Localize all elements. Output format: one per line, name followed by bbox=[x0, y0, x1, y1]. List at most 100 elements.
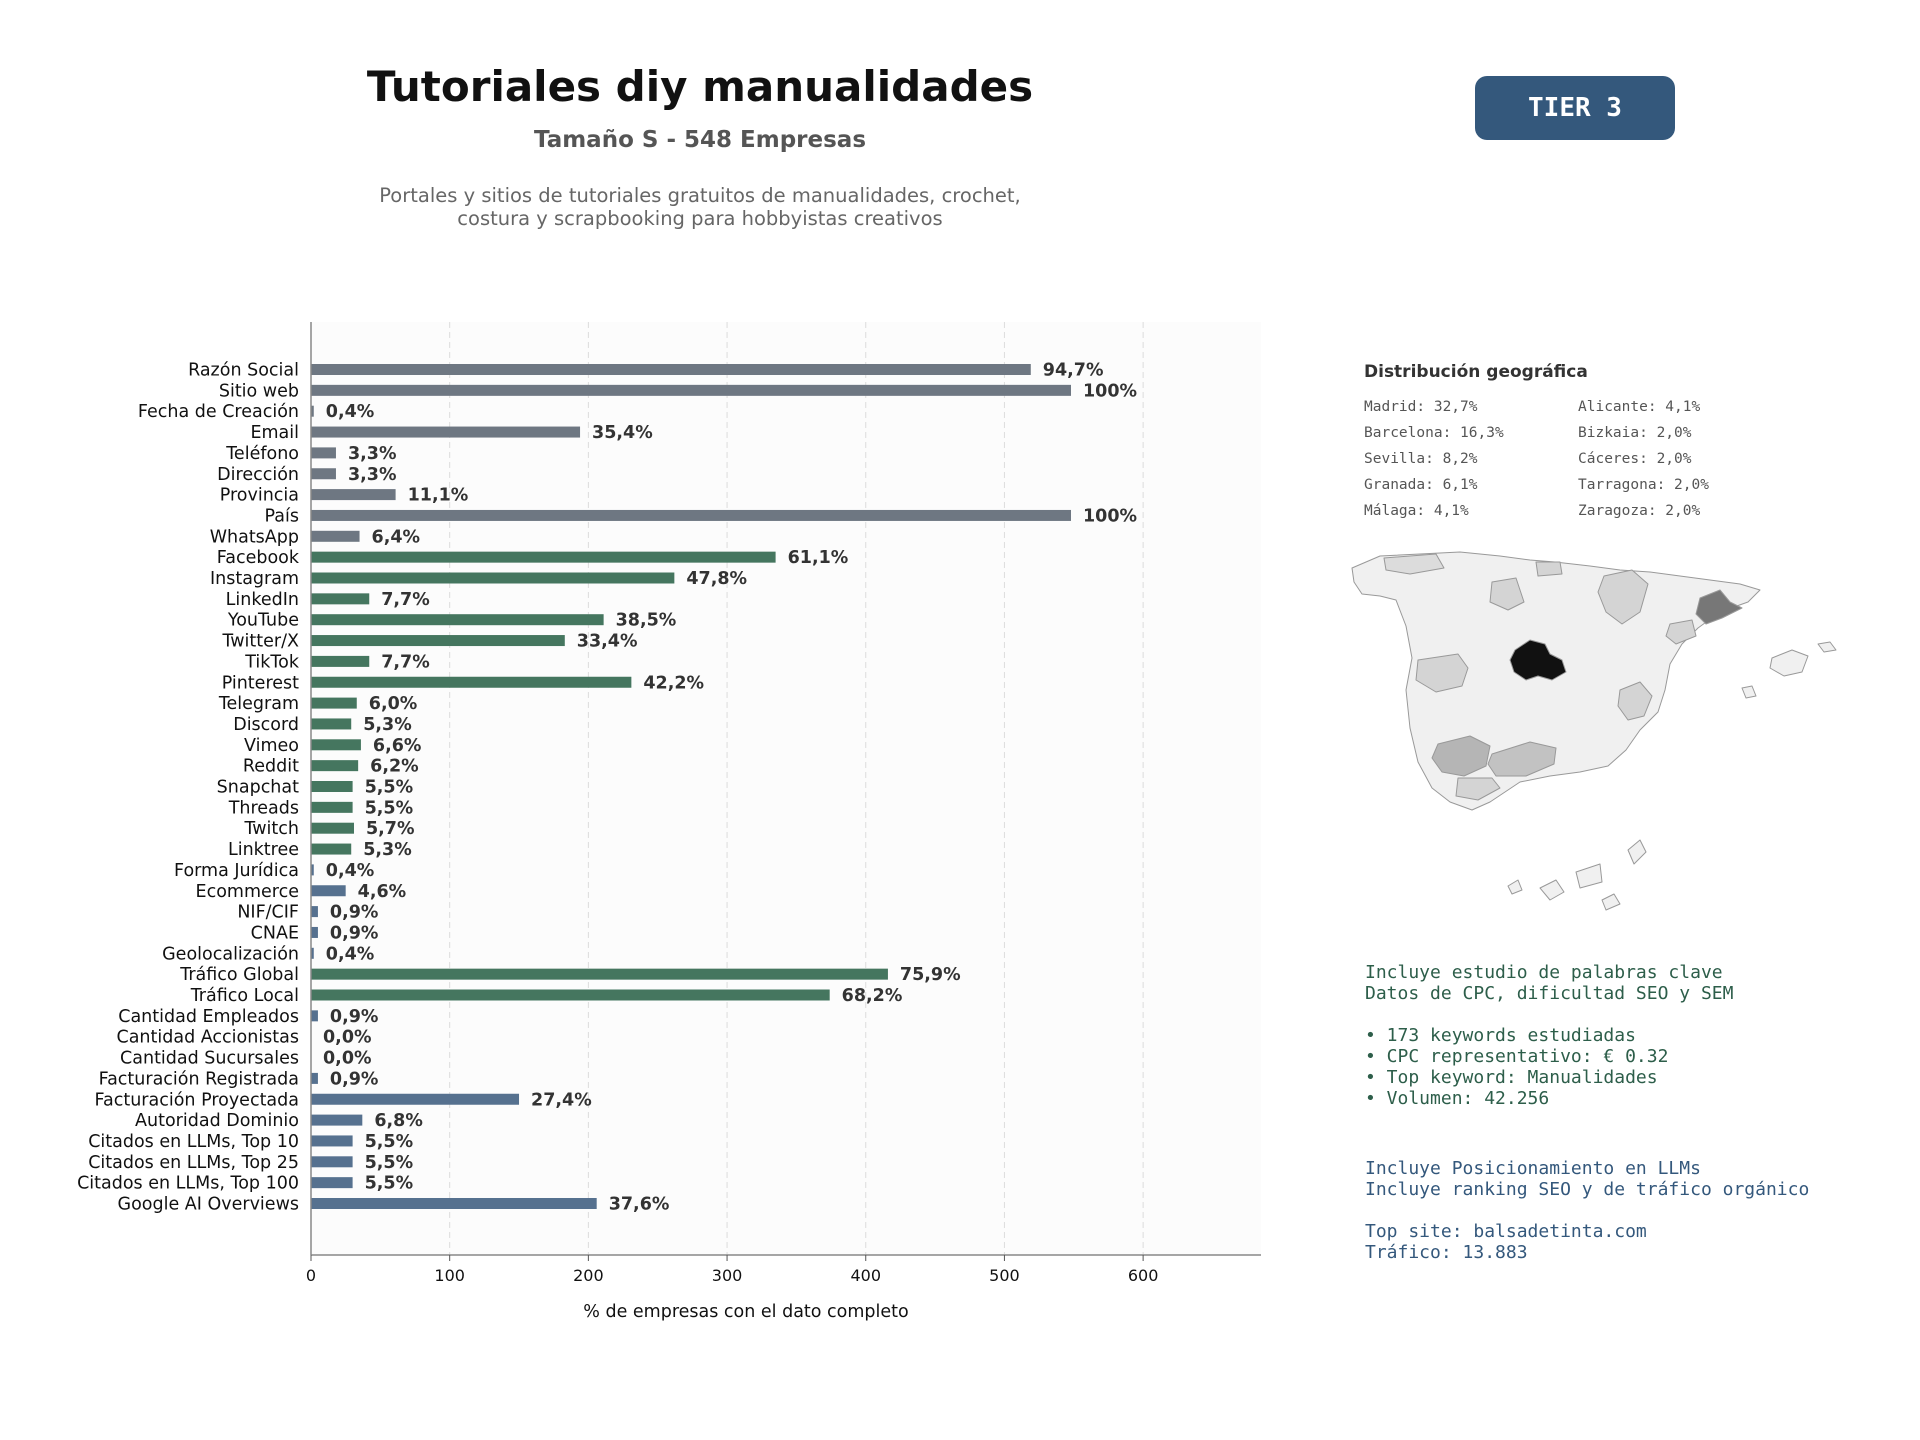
x-tick-label: 0 bbox=[306, 1266, 316, 1285]
data-label: 0,9% bbox=[330, 923, 379, 943]
x-axis-label: % de empresas con el dato completo bbox=[583, 1302, 908, 1322]
data-label: 0,9% bbox=[330, 1007, 379, 1027]
spain-map bbox=[1351, 551, 1837, 911]
geo-entry: Barcelona: 16,3% bbox=[1364, 425, 1504, 441]
geo-entry: Alicante: 4,1% bbox=[1578, 399, 1701, 415]
category-label: Facturación Registrada bbox=[99, 1069, 299, 1089]
category-label: Citados en LLMs, Top 100 bbox=[77, 1174, 299, 1194]
bar bbox=[311, 384, 1071, 396]
map-granada bbox=[1487, 741, 1557, 777]
bar bbox=[311, 551, 776, 563]
category-label: Pinterest bbox=[222, 673, 299, 693]
bar bbox=[311, 614, 604, 626]
data-label: 11,1% bbox=[408, 486, 469, 506]
map-valladolid bbox=[1489, 577, 1525, 611]
bar bbox=[311, 822, 354, 834]
data-label: 5,5% bbox=[365, 798, 414, 818]
data-label: 94,7% bbox=[1043, 361, 1104, 381]
category-label: Cantidad Accionistas bbox=[116, 1028, 299, 1048]
tier-badge: TIER 3 bbox=[1475, 76, 1675, 140]
bar bbox=[311, 781, 353, 792]
data-label: 38,5% bbox=[616, 611, 677, 631]
map-menorca bbox=[1817, 641, 1837, 653]
chart-description: Portales y sitios de tutoriales gratuito… bbox=[250, 184, 1150, 230]
category-label: Citados en LLMs, Top 10 bbox=[88, 1132, 299, 1152]
category-label: Google AI Overviews bbox=[118, 1195, 299, 1215]
category-label: Ecommerce bbox=[196, 882, 299, 902]
category-label: Instagram bbox=[210, 569, 299, 589]
data-label: 0,9% bbox=[330, 1069, 379, 1089]
bar bbox=[311, 405, 314, 417]
llm-line bbox=[1365, 1200, 1809, 1221]
map-canarias-2 bbox=[1575, 863, 1603, 889]
category-label: Sitio web bbox=[219, 381, 299, 401]
category-label: Cantidad Empleados bbox=[118, 1007, 299, 1027]
geo-entry: Bizkaia: 2,0% bbox=[1578, 425, 1692, 441]
map-canarias-1 bbox=[1539, 879, 1565, 901]
category-label: Reddit bbox=[243, 757, 299, 777]
data-label: 0,4% bbox=[326, 861, 375, 881]
bar bbox=[311, 718, 352, 730]
category-label: Provincia bbox=[220, 486, 299, 506]
data-label: 0,9% bbox=[330, 903, 379, 923]
bar bbox=[311, 885, 346, 897]
category-label: Tráfico Local bbox=[190, 986, 299, 1006]
bar bbox=[311, 947, 314, 959]
category-label: Twitch bbox=[243, 819, 299, 839]
category-label: Fecha de Creación bbox=[138, 402, 299, 422]
category-label: Vimeo bbox=[244, 736, 299, 756]
map-bizkaia bbox=[1535, 561, 1563, 577]
category-label: NIF/CIF bbox=[237, 903, 299, 923]
chart-subtitle: Tamaño S - 548 Empresas bbox=[533, 127, 867, 153]
x-tick-label: 200 bbox=[573, 1266, 604, 1285]
category-label: Tráfico Global bbox=[179, 965, 299, 985]
map-canarias-3 bbox=[1601, 893, 1621, 911]
geo-entry: Granada: 6,1% bbox=[1364, 477, 1478, 493]
bar bbox=[311, 447, 336, 459]
bar bbox=[311, 926, 318, 938]
category-label: Snapchat bbox=[217, 778, 299, 798]
category-label: Facturación Proyectada bbox=[95, 1090, 299, 1110]
category-label: LinkedIn bbox=[226, 590, 299, 610]
data-label: 5,5% bbox=[365, 1153, 414, 1173]
bar bbox=[311, 697, 357, 709]
llm-info: Incluye Posicionamiento en LLMs Incluye … bbox=[1365, 1158, 1809, 1263]
data-label: 4,6% bbox=[358, 882, 407, 902]
map-mainland bbox=[1351, 551, 1761, 811]
data-label: 3,3% bbox=[348, 465, 397, 485]
bar bbox=[311, 426, 581, 438]
data-label: 47,8% bbox=[686, 569, 747, 589]
data-label: 6,0% bbox=[369, 694, 418, 714]
keywords-line: • 173 keywords estudiadas bbox=[1365, 1025, 1636, 1046]
data-label: 3,3% bbox=[348, 444, 397, 464]
keywords-line: • Volumen: 42.256 bbox=[1365, 1088, 1550, 1109]
map-madrid bbox=[1509, 639, 1567, 681]
data-label: 61,1% bbox=[788, 548, 849, 568]
category-label: Dirección bbox=[217, 465, 299, 485]
description-line: costura y scrapbooking para hobbyistas c… bbox=[457, 207, 943, 230]
llm-line: Tráfico: 13.883 bbox=[1365, 1242, 1528, 1263]
category-label: Autoridad Dominio bbox=[135, 1111, 299, 1131]
bar bbox=[311, 1177, 353, 1189]
data-label: 0,4% bbox=[326, 402, 375, 422]
bar bbox=[311, 989, 830, 1001]
x-tick-label: 500 bbox=[989, 1266, 1020, 1285]
data-label: 68,2% bbox=[842, 986, 903, 1006]
bar bbox=[311, 739, 361, 751]
geo-entry: Sevilla: 8,2% bbox=[1364, 451, 1478, 467]
bar bbox=[311, 676, 632, 688]
category-label: CNAE bbox=[251, 923, 299, 943]
bar bbox=[311, 489, 396, 501]
map-asturias bbox=[1383, 553, 1445, 575]
x-tick-label: 400 bbox=[850, 1266, 881, 1285]
bar bbox=[311, 655, 370, 667]
data-label: 5,3% bbox=[363, 715, 412, 735]
category-label: WhatsApp bbox=[210, 527, 299, 547]
category-label: Teléfono bbox=[225, 444, 299, 464]
category-label: Geolocalización bbox=[162, 944, 299, 964]
category-label: Twitter/X bbox=[221, 632, 299, 652]
map-malaga bbox=[1455, 777, 1501, 801]
x-tick-label: 600 bbox=[1128, 1266, 1159, 1285]
category-label: Razón Social bbox=[188, 361, 299, 381]
bar bbox=[311, 906, 318, 918]
